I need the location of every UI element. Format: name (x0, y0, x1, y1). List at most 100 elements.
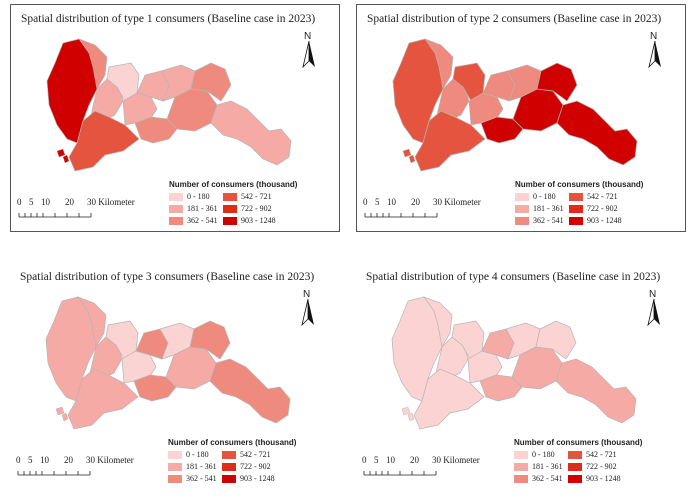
legend-swatch (168, 463, 182, 472)
panel-title: Spatial distribution of type 3 consumers… (20, 271, 315, 283)
scale-bar-ruler (18, 213, 92, 218)
north-label: N (304, 31, 312, 42)
panel-title: Spatial distribution of type 1 consumers… (21, 13, 316, 25)
legend-label: 542 - 721 (241, 192, 272, 201)
district-region-12 (555, 358, 637, 424)
legend-label: 903 - 1248 (240, 474, 275, 483)
north-arrow-icon: N (298, 289, 318, 329)
legend-label: 542 - 721 (240, 450, 271, 459)
district-region-5 (67, 368, 139, 430)
district-region-7 (134, 116, 178, 144)
legend-swatch (168, 475, 182, 484)
district-map (46, 38, 292, 172)
legend-label: 903 - 1248 (587, 216, 622, 225)
legend-swatch (514, 475, 528, 484)
island-region-2 (408, 154, 416, 164)
scale-bar-ruler (364, 213, 438, 218)
legend-item: 181 - 361 (515, 204, 564, 214)
district-region-11 (190, 62, 232, 102)
district-region-5 (414, 110, 486, 172)
legend-swatch (568, 475, 582, 484)
scale-tick-label: 30 Kilometer (87, 197, 135, 207)
legend-label: 362 - 541 (532, 474, 563, 483)
legend-swatch (515, 217, 529, 226)
north-label: N (303, 289, 311, 300)
legend-item: 722 - 902 (568, 462, 617, 472)
legend-label: 903 - 1248 (586, 474, 621, 483)
legend-label: 181 - 361 (533, 204, 564, 213)
legend-swatch (514, 451, 528, 460)
scale-tick-label: 10 (387, 197, 396, 207)
legend-label: 362 - 541 (187, 216, 218, 225)
legend-item: 362 - 541 (515, 216, 564, 226)
legend-item: 362 - 541 (514, 474, 563, 484)
legend-label: 903 - 1248 (241, 216, 276, 225)
panel-title: Spatial distribution of type 2 consumers… (367, 13, 662, 25)
legend-item: 181 - 361 (514, 462, 563, 472)
district-region-12 (210, 100, 292, 166)
legend-swatch (223, 217, 237, 226)
legend: Number of consumers (thousand) 0 - 180 181… (169, 180, 339, 232)
scale-tick-label: 0 (16, 455, 21, 465)
island-region-2 (407, 412, 415, 422)
district-region-7 (480, 116, 524, 144)
district-map (392, 38, 638, 172)
district-region-5 (413, 368, 485, 430)
legend-swatch (222, 463, 236, 472)
legend-item: 722 - 902 (222, 462, 271, 472)
scale-tick-label: 0 (363, 197, 368, 207)
legend-label: 181 - 361 (532, 462, 563, 471)
legend-label: 0 - 180 (533, 192, 556, 201)
legend-item: 0 - 180 (168, 450, 209, 460)
scale-tick-label: 5 (374, 455, 379, 465)
scale-tick-label: 20 (411, 197, 420, 207)
map-panel-type-1: Spatial distribution of type 1 consumers… (10, 4, 340, 232)
island-region-1 (402, 148, 412, 158)
district-map (391, 296, 637, 430)
scale-tick-label: 10 (386, 455, 395, 465)
legend-item: 542 - 721 (568, 450, 617, 460)
map-panel-type-4: Spatial distribution of type 4 consumers… (356, 263, 686, 491)
scale-tick-label: 10 (40, 455, 49, 465)
district-region-2 (78, 38, 108, 91)
legend-item: 722 - 902 (223, 204, 272, 214)
scale-tick-label: 10 (41, 197, 50, 207)
scale-bar-ruler (363, 471, 437, 476)
island-region-1 (401, 406, 411, 416)
legend-label: 0 - 180 (532, 450, 555, 459)
legend-swatch (169, 193, 183, 202)
district-region-12 (209, 358, 291, 424)
island-region-1 (56, 148, 66, 158)
legend-swatch (168, 451, 182, 460)
north-arrow-icon: N (299, 31, 319, 71)
legend-item: 181 - 361 (169, 204, 218, 214)
legend: Number of consumers (thousand) 0 - 180 181… (515, 180, 685, 232)
district-region-11 (189, 320, 231, 360)
scale-tick-label: 5 (375, 197, 380, 207)
district-region-2 (424, 38, 454, 91)
legend-swatch (569, 193, 583, 202)
legend-swatch (568, 451, 582, 460)
legend-item: 903 - 1248 (223, 216, 276, 226)
legend-label: 722 - 902 (241, 204, 272, 213)
district-region-11 (536, 62, 578, 102)
legend-item: 362 - 541 (169, 216, 218, 226)
legend-label: 181 - 361 (186, 462, 217, 471)
legend-label: 181 - 361 (187, 204, 218, 213)
map-panel-type-2: Spatial distribution of type 2 consumers… (356, 4, 686, 232)
scale-tick-label: 5 (28, 455, 33, 465)
scale-bar: 0 5 10 20 30 Kilometer (363, 197, 523, 219)
scale-tick-label: 30 Kilometer (86, 455, 134, 465)
legend-swatch (223, 205, 237, 214)
legend-label: 0 - 180 (186, 450, 209, 459)
legend-item: 0 - 180 (515, 192, 556, 202)
legend-label: 0 - 180 (187, 192, 210, 201)
scale-bar: 0 5 10 20 30 Kilometer (17, 197, 177, 219)
legend-label: 542 - 721 (586, 450, 617, 459)
scale-tick-label: 5 (29, 197, 34, 207)
legend-title: Number of consumers (thousand) (514, 438, 643, 447)
legend-swatch (515, 205, 529, 214)
island-region-1 (55, 406, 65, 416)
legend-item: 542 - 721 (569, 192, 618, 202)
island-region-2 (61, 412, 69, 422)
